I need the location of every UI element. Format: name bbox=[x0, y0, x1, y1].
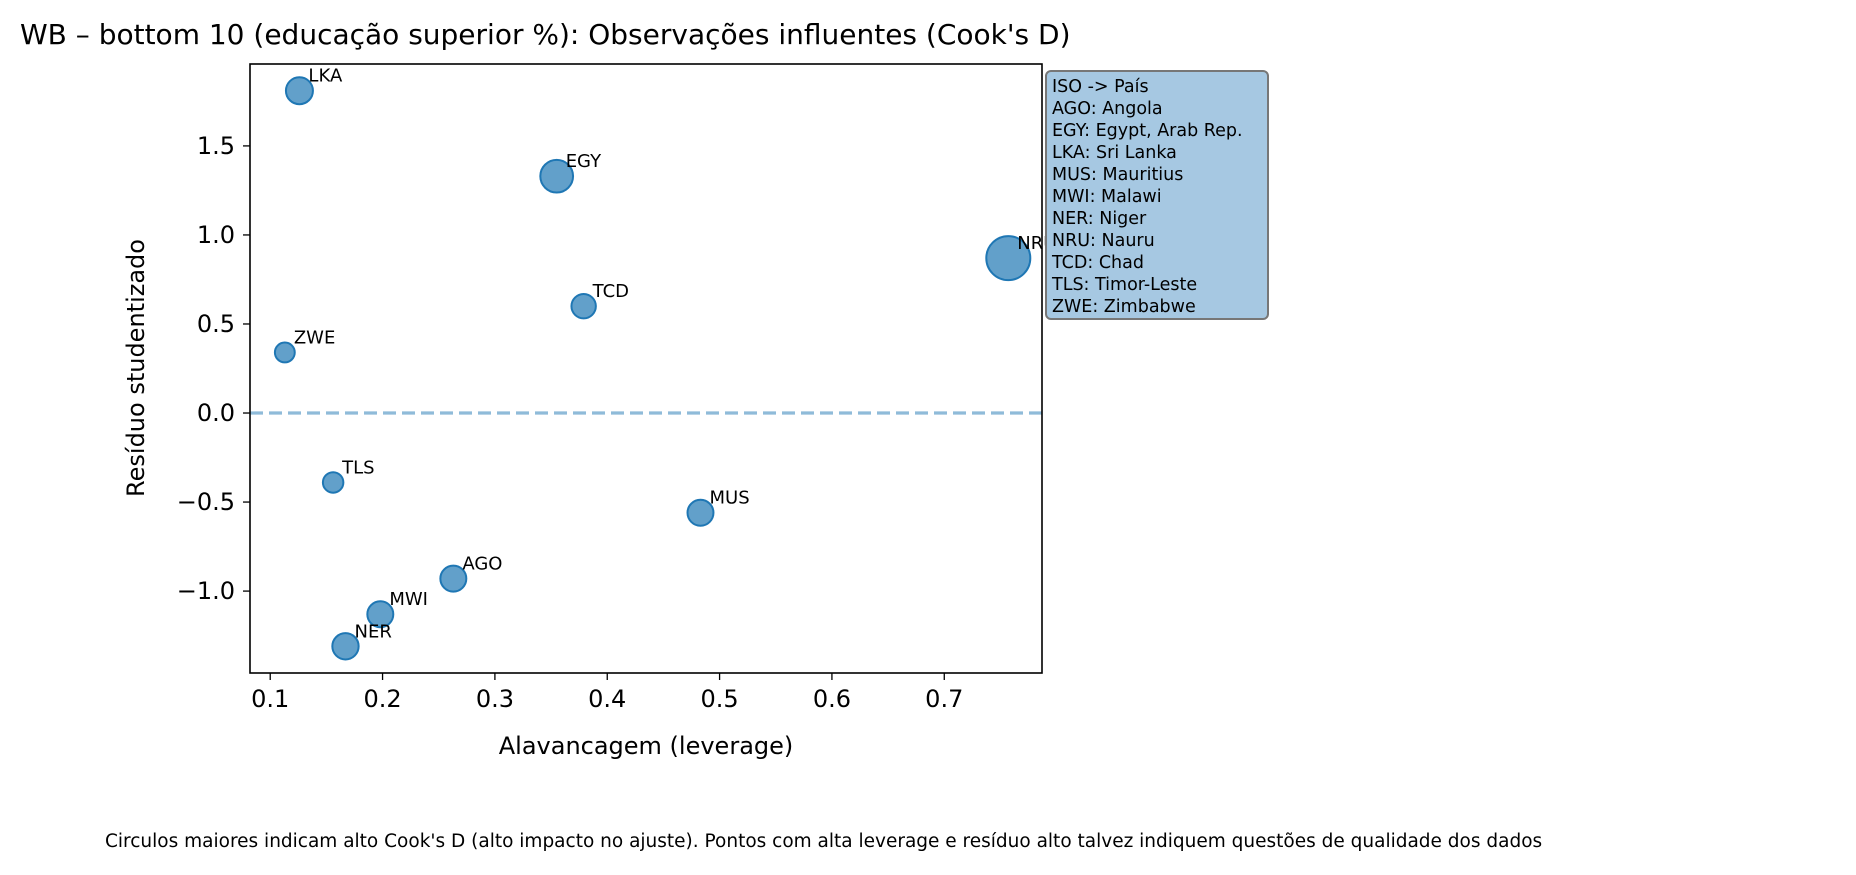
data-point-tls bbox=[321, 471, 345, 494]
x-tick-label: 0.1 bbox=[251, 685, 289, 713]
point-label-egy: EGY bbox=[566, 151, 602, 172]
plot-background bbox=[250, 64, 1042, 673]
point-label-ner: NER bbox=[354, 621, 391, 642]
iso-legend-line: LKA: Sri Lanka bbox=[1052, 143, 1177, 163]
x-tick-label: 0.2 bbox=[363, 685, 401, 713]
plot-area: 0.1 0.2 0.3 0.4 0.5 0.6 0.7 −1.0 −0.5 0.0 0.5 1.0 1.… bbox=[177, 63, 1056, 713]
data-point-zwe bbox=[273, 341, 296, 364]
y-tick-label: 0.0 bbox=[197, 399, 235, 427]
data-point-lka bbox=[284, 76, 314, 106]
data-point-ago bbox=[439, 564, 468, 593]
iso-legend-line: EGY: Egypt, Arab Rep. bbox=[1052, 121, 1243, 141]
point-label-lka: LKA bbox=[308, 66, 343, 87]
point-label-mus: MUS bbox=[709, 488, 749, 509]
iso-legend-line: TCD: Chad bbox=[1051, 253, 1144, 273]
y-tick-label: 1.5 bbox=[197, 132, 235, 160]
point-label-tcd: TCD bbox=[592, 281, 629, 302]
iso-legend-line: MWI: Malawi bbox=[1052, 187, 1162, 207]
iso-legend-line: MUS: Mauritius bbox=[1052, 165, 1183, 185]
point-label-zwe: ZWE bbox=[294, 327, 336, 348]
y-axis-label: Resíduo studentizado bbox=[122, 239, 150, 497]
data-point-mwi bbox=[366, 600, 395, 629]
x-tick-label: 0.6 bbox=[813, 685, 851, 713]
x-tick-label: 0.3 bbox=[476, 685, 514, 713]
point-label-mwi: MWI bbox=[389, 589, 428, 610]
y-tick-label: −1.0 bbox=[177, 577, 235, 605]
plot-frame bbox=[249, 63, 1043, 674]
iso-legend-box bbox=[1045, 70, 1269, 320]
y-tick-label: −0.5 bbox=[177, 488, 235, 516]
iso-legend-line: NRU: Nauru bbox=[1052, 231, 1155, 251]
iso-legend-line: TLS: Timor-Leste bbox=[1051, 275, 1197, 295]
x-axis-label: Alavancagem (leverage) bbox=[499, 732, 794, 760]
data-point-ner bbox=[331, 632, 360, 661]
chart-title: WB – bottom 10 (educação superior %): Ob… bbox=[20, 18, 1071, 51]
x-tick-label: 0.7 bbox=[925, 685, 963, 713]
x-tick-label: 0.4 bbox=[588, 685, 626, 713]
data-point-tcd bbox=[570, 292, 597, 320]
point-label-tls: TLS bbox=[341, 457, 374, 478]
point-label-ago: AGO bbox=[462, 554, 502, 575]
y-tick-label: 1.0 bbox=[197, 221, 235, 249]
data-point-egy bbox=[539, 158, 575, 194]
footnote: Circulos maiores indicam alto Cook's D (… bbox=[105, 831, 1542, 852]
iso-legend-line: AGO: Angola bbox=[1052, 99, 1163, 119]
iso-legend-line: ZWE: Zimbabwe bbox=[1052, 297, 1196, 317]
y-tick-label: 0.5 bbox=[197, 310, 235, 338]
iso-legend-line: ISO -> País bbox=[1052, 77, 1149, 97]
data-point-nru bbox=[985, 235, 1032, 282]
x-tick-label: 0.5 bbox=[700, 685, 738, 713]
iso-legend-line: NER: Niger bbox=[1052, 209, 1147, 229]
data-point-mus bbox=[686, 498, 715, 527]
